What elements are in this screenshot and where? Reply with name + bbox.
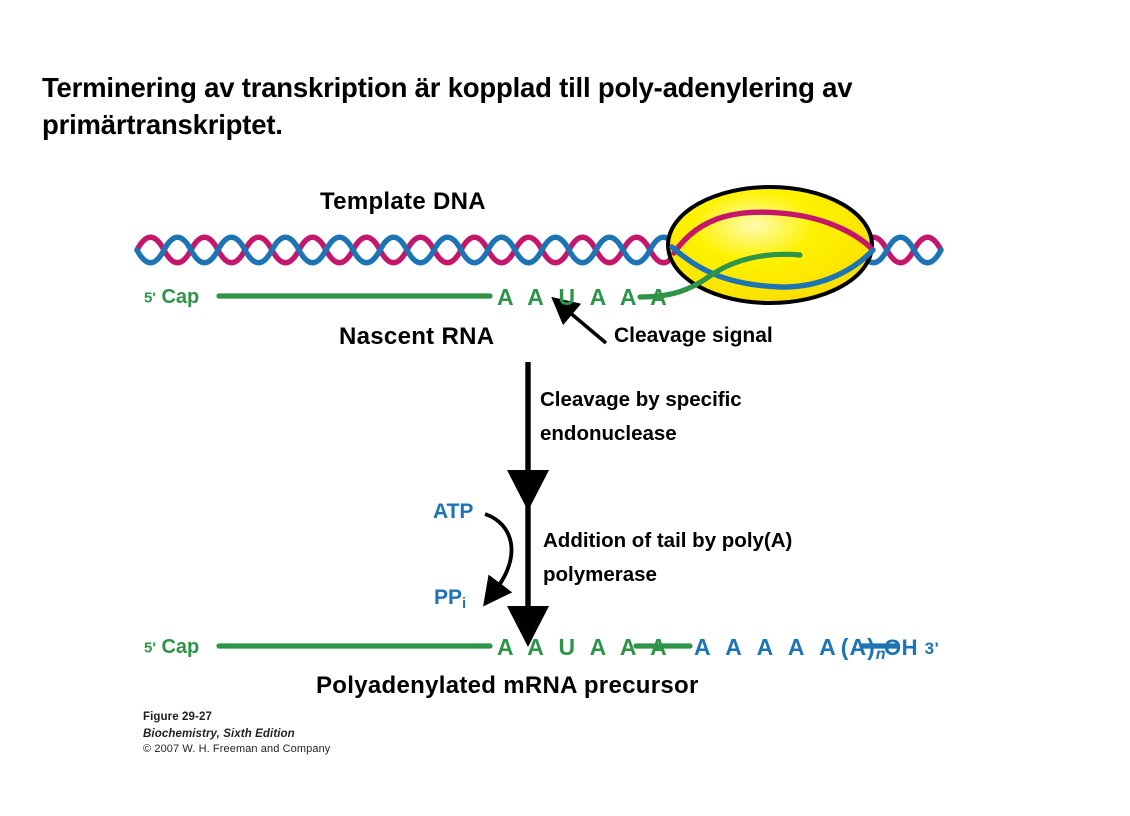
terminus-oh-label: OH 3': [884, 635, 939, 661]
caption-copyright: © 2007 W. H. Freeman and Company: [143, 743, 331, 756]
template-dna-label: Template DNA: [320, 188, 486, 215]
polya-tail-subscript: n: [875, 646, 886, 663]
cofactor-ppi-label: PPi: [434, 586, 466, 612]
cap-label-top: 5' Cap: [144, 286, 199, 309]
polya-tail-letters: A A A A A: [694, 634, 841, 660]
dna-strand-blue-right: [868, 234, 944, 266]
cofactor-ppi-text: PP: [434, 586, 463, 609]
cap-text-bottom: Cap: [161, 636, 200, 658]
caption-figure-number: Figure 29-27: [143, 711, 212, 723]
caption-book-title: Biochemistry, Sixth Edition: [143, 727, 295, 740]
polya-tail-sequence: A A A A A(A)n: [694, 634, 886, 664]
cofactor-curved-arrow: [483, 512, 514, 607]
polyadenylation-step-label: Addition of tail by poly(A) polymerase: [543, 529, 793, 586]
terminus-oh-text: OH: [884, 635, 918, 660]
product-label: Polyadenylated mRNA precursor: [316, 672, 699, 699]
cofactor-atp-label: ATP: [433, 500, 474, 523]
signal-sequence-bottom: A A U A A A: [497, 634, 672, 660]
cap-prime-bottom: 5': [144, 639, 156, 657]
cap-prime-top: 5': [144, 289, 156, 307]
figure-caption: Figure 29-27 Biochemistry, Sixth Edition…: [143, 709, 330, 758]
cap-text-top: Cap: [161, 286, 200, 308]
cap-label-bottom: 5' Cap: [144, 636, 199, 659]
cofactor-ppi-subscript: i: [462, 595, 467, 612]
terminus-prime: 3': [924, 639, 940, 658]
template-dna-helix-right: [868, 234, 944, 266]
nascent-rna-strand: [637, 251, 803, 300]
cleavage-signal-pointer: [551, 296, 608, 345]
nascent-rna-label: Nascent RNA: [339, 323, 495, 350]
cleavage-step-label: Cleavage by specific endonuclease: [540, 388, 742, 445]
template-dna-helix-left: [134, 234, 670, 266]
dna-strand-magenta-bubble: [671, 209, 875, 256]
dna-strand-blue-left: [134, 234, 670, 266]
dna-strand-blue-bubble: [669, 244, 876, 290]
dna-strand-magenta-right: [868, 234, 944, 266]
signal-sequence-top: A A U A A A: [497, 284, 672, 310]
page-title: Terminering av transkription är kopplad …: [42, 72, 853, 140]
cleavage-signal-label: Cleavage signal: [614, 324, 773, 347]
polya-tail-paren: (A): [840, 634, 876, 660]
